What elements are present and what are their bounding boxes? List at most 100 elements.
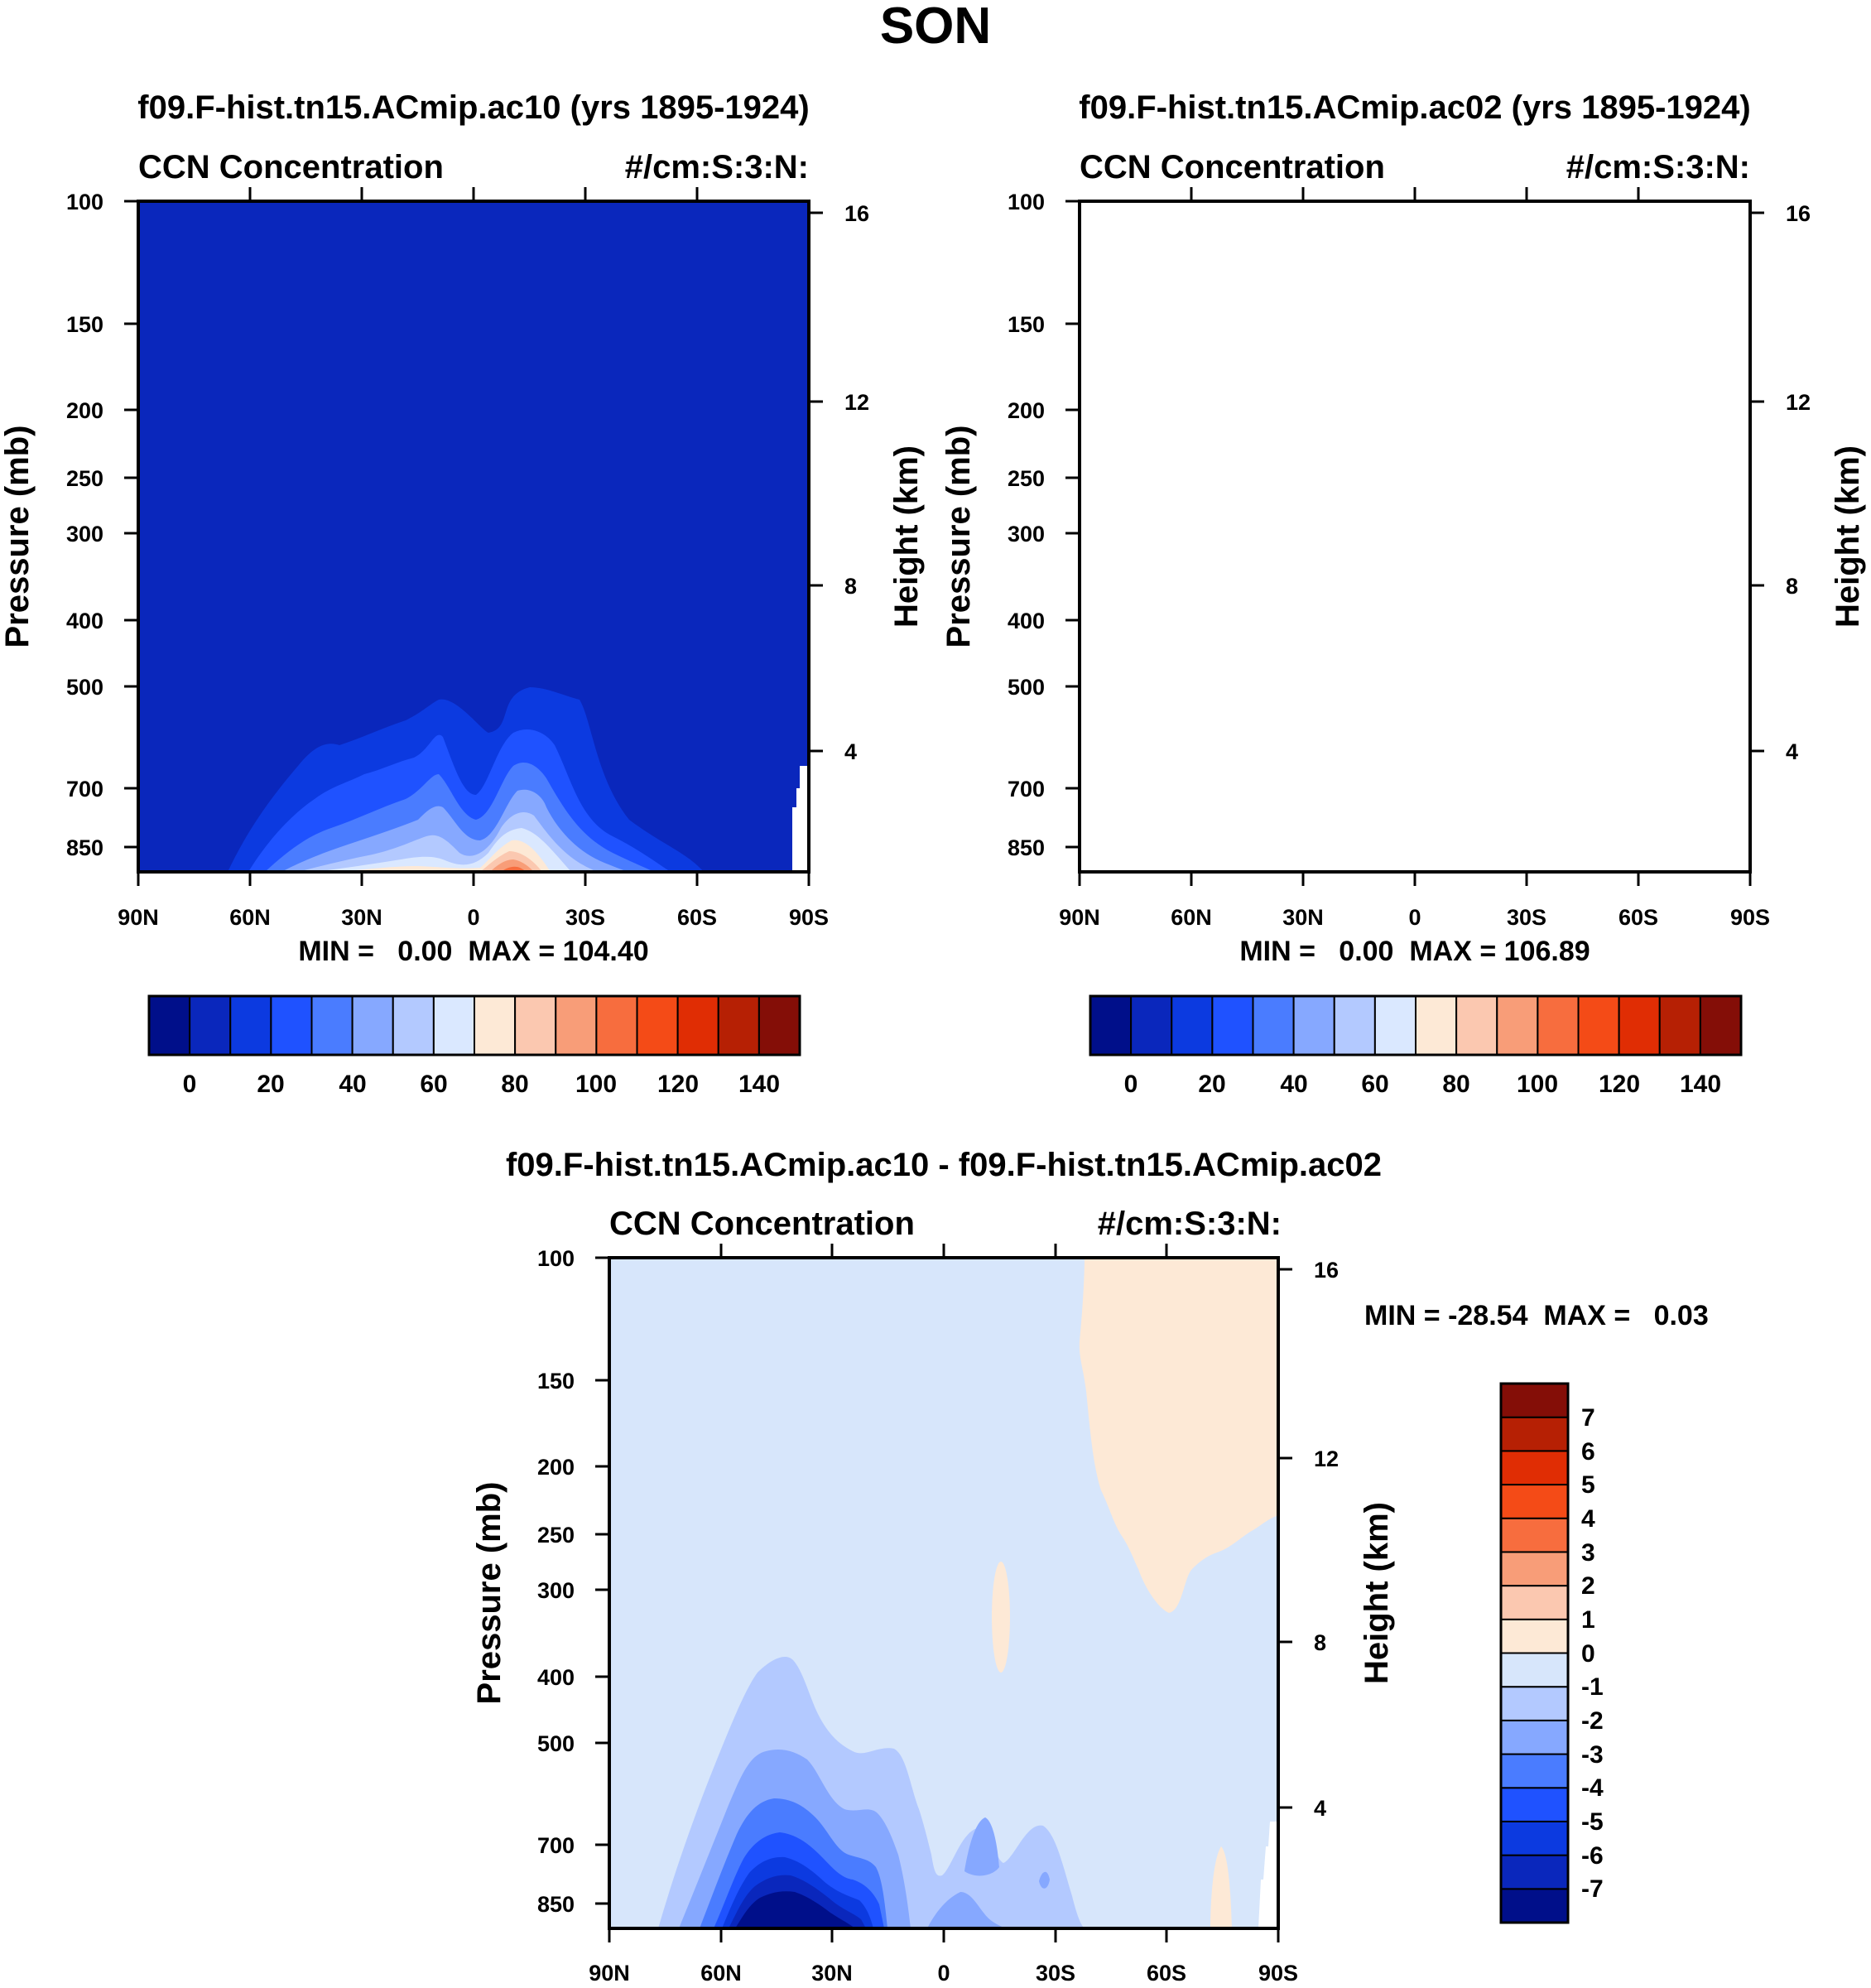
colorbar-cell bbox=[1333, 995, 1376, 1056]
colorbar-label: 140 bbox=[1680, 1071, 1721, 1098]
units-label: #/cm:S:3:N: bbox=[1098, 1206, 1282, 1242]
contour-level-30-40 bbox=[1206, 763, 1595, 872]
colorbar-cell bbox=[514, 995, 557, 1056]
plot-frame bbox=[1078, 200, 1752, 874]
contour-field bbox=[1080, 201, 1750, 872]
y-axis-label: Pressure (mb) bbox=[0, 426, 36, 648]
panel-title: f09.F-hist.tn15.ACmip.ac10 (yrs 1895-192… bbox=[137, 89, 809, 126]
contour-level-80-90 bbox=[1417, 848, 1486, 872]
colorbar-label: 2 bbox=[1581, 1572, 1595, 1600]
colorbar-label: 0 bbox=[1124, 1071, 1138, 1098]
y-axis-right-label: Height (km) bbox=[1359, 1502, 1395, 1684]
colorbar: 0 20 40 60 80 100 120 140 bbox=[1089, 994, 1743, 1098]
page-title: SON bbox=[880, 0, 991, 55]
height-tick-label: 4 bbox=[1314, 1796, 1326, 1821]
contour-field bbox=[138, 201, 809, 872]
colorbar-label: 60 bbox=[1361, 1071, 1388, 1098]
y-tick-label: 500 bbox=[537, 1731, 575, 1756]
tick-marks bbox=[124, 187, 823, 886]
height-tick-label: 12 bbox=[1786, 390, 1811, 415]
y-tick-label: 100 bbox=[66, 190, 103, 214]
x-tick-label: 60N bbox=[1171, 905, 1212, 930]
colorbar-cell bbox=[758, 995, 801, 1056]
colorbar-cell bbox=[717, 995, 760, 1056]
colorbar-frame bbox=[1499, 1382, 1570, 1924]
colorbar-label: 60 bbox=[420, 1071, 447, 1098]
x-tick-label: 0 bbox=[937, 1961, 950, 1986]
height-tick-label: 8 bbox=[1314, 1630, 1326, 1655]
colorbar-cell bbox=[1500, 1888, 1569, 1923]
colorbar-cells bbox=[1499, 1382, 1570, 1924]
y-tick-label: 700 bbox=[66, 777, 103, 801]
colorbar-cell bbox=[1500, 1820, 1569, 1856]
y-axis-ticks: 100 150 200 250 300 400 500 700 850 bbox=[537, 1246, 575, 1917]
min-max-stats: MIN = 0.00 MAX = 106.89 bbox=[1239, 936, 1590, 967]
colorbar-cell bbox=[1171, 995, 1214, 1056]
x-tick-label: 30N bbox=[341, 905, 382, 930]
x-tick-label: 60S bbox=[1618, 905, 1658, 930]
x-tick-label: 90N bbox=[1059, 905, 1100, 930]
y-tick-label: 300 bbox=[537, 1578, 575, 1603]
x-tick-label: 90S bbox=[789, 905, 829, 930]
colorbar-label: 0 bbox=[183, 1071, 197, 1098]
colorbar-cell bbox=[1500, 1854, 1569, 1890]
colorbar-cell bbox=[1699, 995, 1742, 1056]
tick-marks bbox=[1065, 187, 1764, 886]
y-tick-label: 500 bbox=[66, 675, 103, 700]
colorbar-cell bbox=[1500, 1618, 1569, 1654]
panel-title: f09.F-hist.tn15.ACmip.ac02 (yrs 1895-192… bbox=[1079, 89, 1750, 126]
x-tick-label: 90N bbox=[118, 905, 159, 930]
colorbar-cell bbox=[1500, 1551, 1569, 1587]
colorbar-cell bbox=[1500, 1585, 1569, 1620]
y-tick-label: 150 bbox=[66, 312, 103, 337]
colorbar-label: 20 bbox=[1198, 1071, 1225, 1098]
colorbar-label: -3 bbox=[1581, 1741, 1604, 1769]
colorbar-label: 80 bbox=[1442, 1071, 1469, 1098]
x-tick-label: 60S bbox=[677, 905, 717, 930]
tick-marks bbox=[595, 1244, 1292, 1942]
y-axis-right-label: Height (km) bbox=[888, 445, 925, 628]
colorbar-label: 4 bbox=[1581, 1505, 1595, 1533]
colorbar-cell bbox=[1500, 1383, 1569, 1418]
colorbar-cell bbox=[676, 995, 719, 1056]
colorbar-label: 7 bbox=[1581, 1404, 1595, 1432]
colorbar-cell bbox=[555, 995, 598, 1056]
colorbar-label: -2 bbox=[1581, 1707, 1604, 1735]
x-axis-ticks: 90N 60N 30N 0 30S 60S 90S bbox=[118, 905, 829, 930]
colorbar-cell bbox=[1211, 995, 1254, 1056]
colorbar-label: 0 bbox=[1581, 1640, 1595, 1668]
colorbar-cell bbox=[1618, 995, 1661, 1056]
variable-label: CCN Concentration bbox=[138, 149, 444, 185]
colorbar-label: 3 bbox=[1581, 1539, 1595, 1567]
variable-label: CCN Concentration bbox=[609, 1206, 915, 1242]
height-tick-label: 12 bbox=[844, 390, 869, 415]
contour-level-90-100 bbox=[1428, 857, 1478, 872]
colorbar-label: 6 bbox=[1581, 1438, 1595, 1466]
height-tick-label: 8 bbox=[844, 574, 857, 599]
y-axis-right-ticks: 16 12 8 4 bbox=[1314, 1258, 1339, 1821]
colorbar-cell bbox=[1577, 995, 1620, 1056]
contour-level-20-30 bbox=[1190, 729, 1612, 872]
colorbar-label: -7 bbox=[1581, 1875, 1604, 1903]
x-tick-label: 90S bbox=[1258, 1961, 1298, 1986]
y-tick-label: 250 bbox=[1008, 466, 1045, 491]
contour-level-40-50 bbox=[1223, 790, 1570, 872]
contour-level-10-20 bbox=[1169, 687, 1645, 872]
x-tick-label: 60N bbox=[229, 905, 271, 930]
x-tick-label: 30S bbox=[565, 905, 605, 930]
contour-level-below-minus7 bbox=[735, 1891, 855, 1928]
contour-level-0-1 bbox=[1079, 1258, 1278, 1613]
y-tick-label: 300 bbox=[1008, 522, 1045, 546]
y-tick-label: 400 bbox=[1008, 609, 1045, 633]
y-tick-label: 300 bbox=[66, 522, 103, 546]
colorbar-cell bbox=[1500, 1416, 1569, 1452]
colorbar-cell bbox=[1500, 1652, 1569, 1688]
x-tick-label: 30S bbox=[1036, 1961, 1075, 1986]
colorbar-cell bbox=[1089, 995, 1133, 1056]
colorbar-label: 100 bbox=[575, 1071, 617, 1098]
y-tick-label: 400 bbox=[537, 1665, 575, 1690]
y-tick-label: 200 bbox=[537, 1455, 575, 1480]
colorbar-cell bbox=[1373, 995, 1416, 1056]
y-tick-label: 200 bbox=[66, 398, 103, 423]
y-tick-label: 150 bbox=[537, 1369, 575, 1394]
